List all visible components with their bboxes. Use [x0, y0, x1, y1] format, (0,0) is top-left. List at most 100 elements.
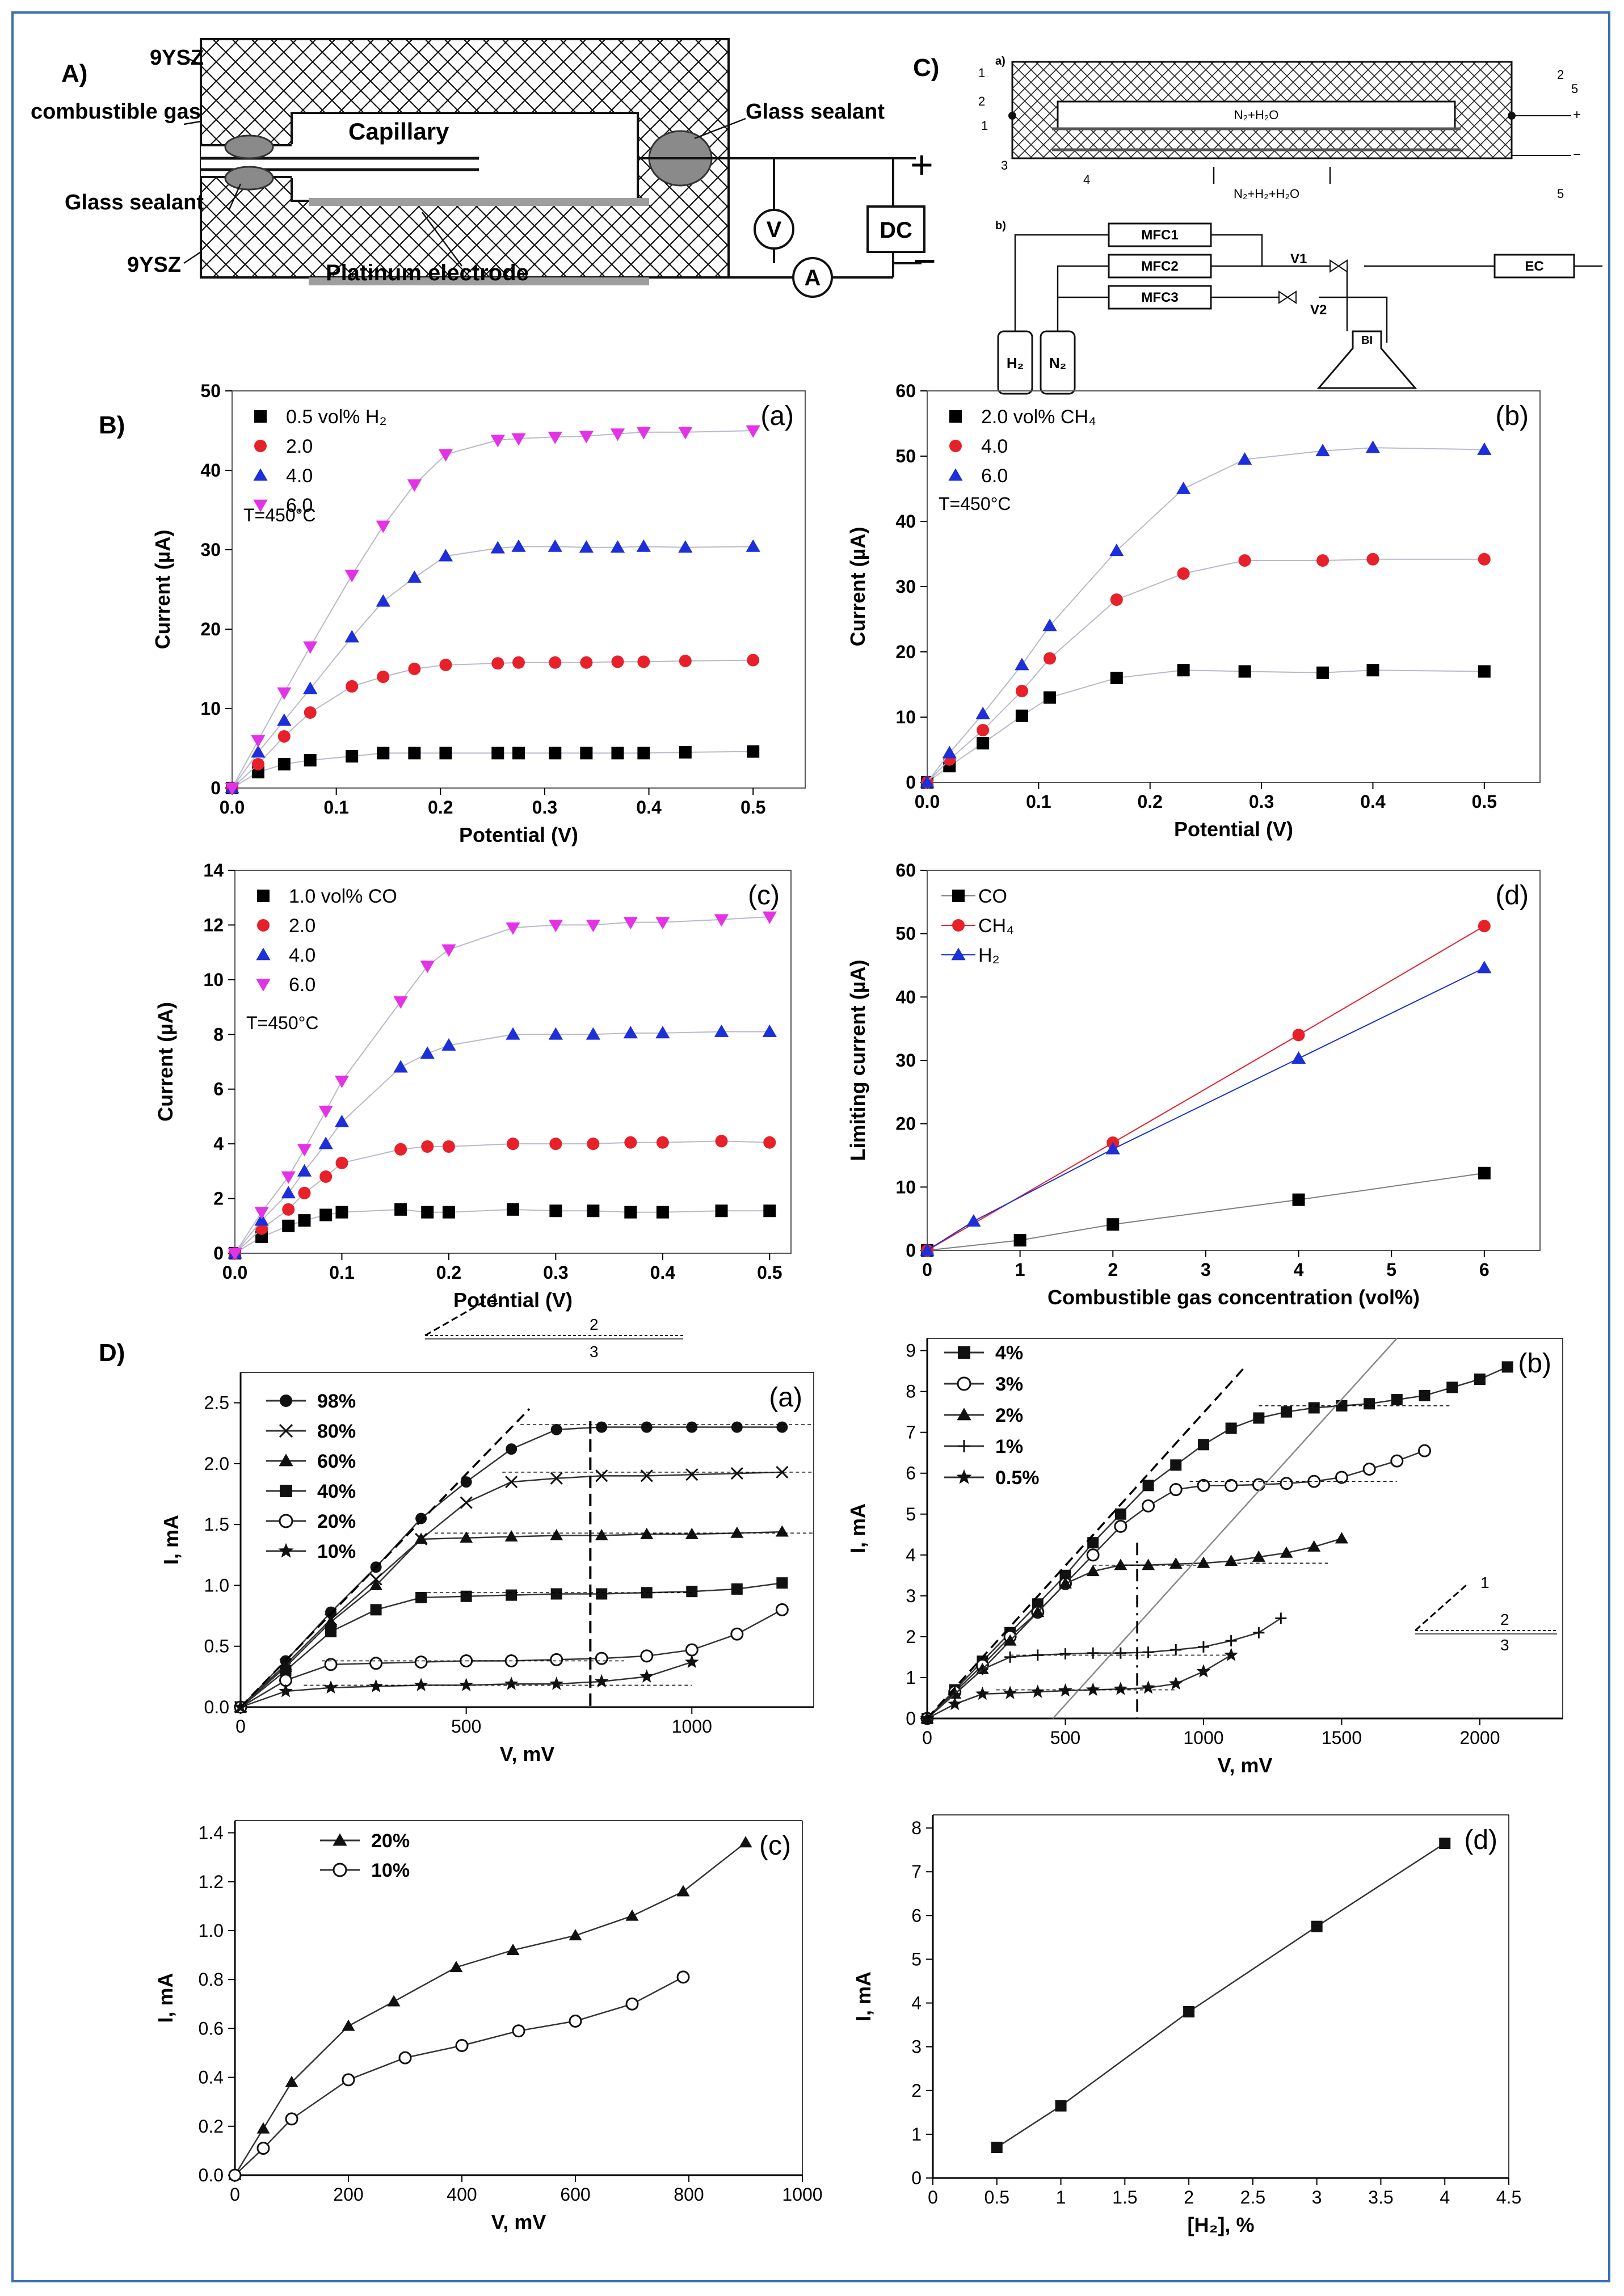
data-point: [1366, 664, 1379, 677]
data-point: [731, 1421, 743, 1433]
y-axis-label: Current (µA): [154, 1002, 177, 1122]
y-tick-label: 0: [911, 2168, 922, 2188]
series-line-3: [234, 916, 770, 1254]
x-tick-label: 0.5: [1472, 791, 1497, 812]
data-point: [512, 656, 525, 669]
data-point: [1114, 1558, 1127, 1570]
data-point: [991, 2142, 1003, 2154]
data-point: [1316, 666, 1330, 679]
x-axis-label: Potential (V): [1174, 818, 1293, 841]
panel-label-c: C): [913, 54, 939, 82]
panel-tag: (d): [1464, 1825, 1497, 1855]
data-point: [304, 706, 317, 719]
data-point: [1114, 1519, 1127, 1533]
y-tick-label: 30: [200, 540, 221, 560]
data-point: [587, 1204, 600, 1217]
data-point: [254, 1207, 269, 1220]
data-point: [610, 428, 625, 441]
data-point: [414, 1678, 428, 1691]
data-point: [639, 1669, 654, 1683]
data-point: [369, 1578, 383, 1590]
data-point: [1225, 1478, 1238, 1492]
data-point: [1106, 1218, 1120, 1231]
legend-marker: [256, 979, 271, 992]
data-point: [285, 2112, 298, 2126]
tangent-dashed: [239, 1408, 531, 1708]
legend-label: 20%: [317, 1511, 356, 1532]
data-point: [1086, 1548, 1100, 1562]
y-tick-label: 1.5: [204, 1514, 229, 1535]
x-tick-label: 0.3: [543, 1262, 568, 1283]
x-tick-label: 2.5: [1240, 2187, 1265, 2207]
legend-marker: [278, 1543, 294, 1558]
legend-label: 0.5%: [995, 1467, 1040, 1489]
data-point: [251, 745, 266, 758]
legend-label: 2%: [995, 1405, 1023, 1426]
data-point: [775, 1603, 789, 1616]
data-point: [228, 2168, 242, 2182]
temperature-note: T=450°C: [939, 494, 1011, 514]
data-point: [1197, 1641, 1209, 1653]
x-tick-label: 1: [1056, 2187, 1066, 2207]
legend-marker: [952, 919, 965, 932]
y-tick-label: 8: [213, 1024, 224, 1044]
data-point: [730, 1467, 743, 1480]
data-point: [1365, 440, 1381, 453]
data-point: [1316, 554, 1330, 567]
data-point: [421, 1140, 434, 1153]
data-point: [1439, 1838, 1451, 1850]
c-flow-text: N₂+H₂+H₂O: [1234, 187, 1299, 201]
data-point: [441, 944, 456, 957]
y-tick-label: 1: [911, 2124, 922, 2145]
y-tick-label: 14: [203, 860, 224, 881]
chart-d-a: 0 500 1000 0.0 0.5 1.0 1.5 2.0 2.5 V, mV I, mA (a) 9…: [159, 1290, 814, 1766]
data-point: [1086, 1682, 1100, 1696]
x-tick-label: 5: [1386, 1259, 1396, 1280]
x-axis-label: V, mV: [500, 1742, 555, 1766]
data-point: [549, 747, 562, 760]
c-num-2b: 2: [1557, 68, 1564, 82]
y-tick-label: 0.2: [199, 2116, 224, 2137]
legend-label: 1%: [995, 1436, 1023, 1457]
y-tick-label: 12: [203, 915, 224, 935]
legend-marker: [952, 890, 965, 902]
data-point: [1183, 2006, 1195, 2017]
data-point: [407, 570, 422, 583]
data-point: [324, 1615, 338, 1627]
data-point: [746, 425, 760, 438]
series-line-1: [232, 659, 754, 789]
data-point: [1238, 665, 1251, 678]
data-point: [1307, 1540, 1321, 1552]
data-point: [254, 1213, 269, 1226]
label-9ysz-top: 9YSZ: [150, 46, 204, 70]
legend-label: 20%: [371, 1830, 410, 1852]
data-point: [1105, 1141, 1120, 1155]
x-tick-label: 0.1: [329, 1262, 354, 1283]
x-tick-label: 0.2: [428, 797, 453, 818]
y-tick-label: 0.6: [199, 2018, 224, 2038]
y-tick-label: 9: [906, 1341, 916, 1361]
x-tick-label: 200: [333, 2184, 363, 2205]
legend-marker: [951, 947, 966, 960]
data-point: [685, 1643, 699, 1657]
inset-line-1: [424, 1300, 485, 1337]
y-tick-label: 7: [911, 1861, 922, 1882]
x-tick-label: 0.3: [532, 797, 557, 818]
data-point: [686, 1421, 698, 1433]
data-point: [1177, 664, 1190, 677]
data-point: [334, 1114, 350, 1127]
data-point: [342, 2019, 355, 2031]
plot-frame: [927, 870, 1541, 1251]
valve-v2: [1278, 290, 1297, 304]
data-point: [507, 1203, 519, 1216]
series-line-4: [927, 1654, 1232, 1720]
data-point: [596, 1588, 608, 1600]
cell-text: N₂+H₂O: [1234, 108, 1279, 122]
y-tick-label: 2: [911, 2080, 922, 2101]
data-point: [1030, 1684, 1045, 1698]
legend-label: 98%: [317, 1391, 356, 1412]
data-point: [920, 1243, 935, 1256]
legend-marker: [253, 468, 268, 481]
data-point: [346, 680, 359, 693]
